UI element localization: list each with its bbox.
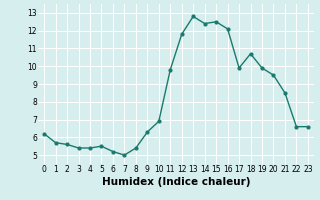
X-axis label: Humidex (Indice chaleur): Humidex (Indice chaleur)	[102, 177, 250, 187]
